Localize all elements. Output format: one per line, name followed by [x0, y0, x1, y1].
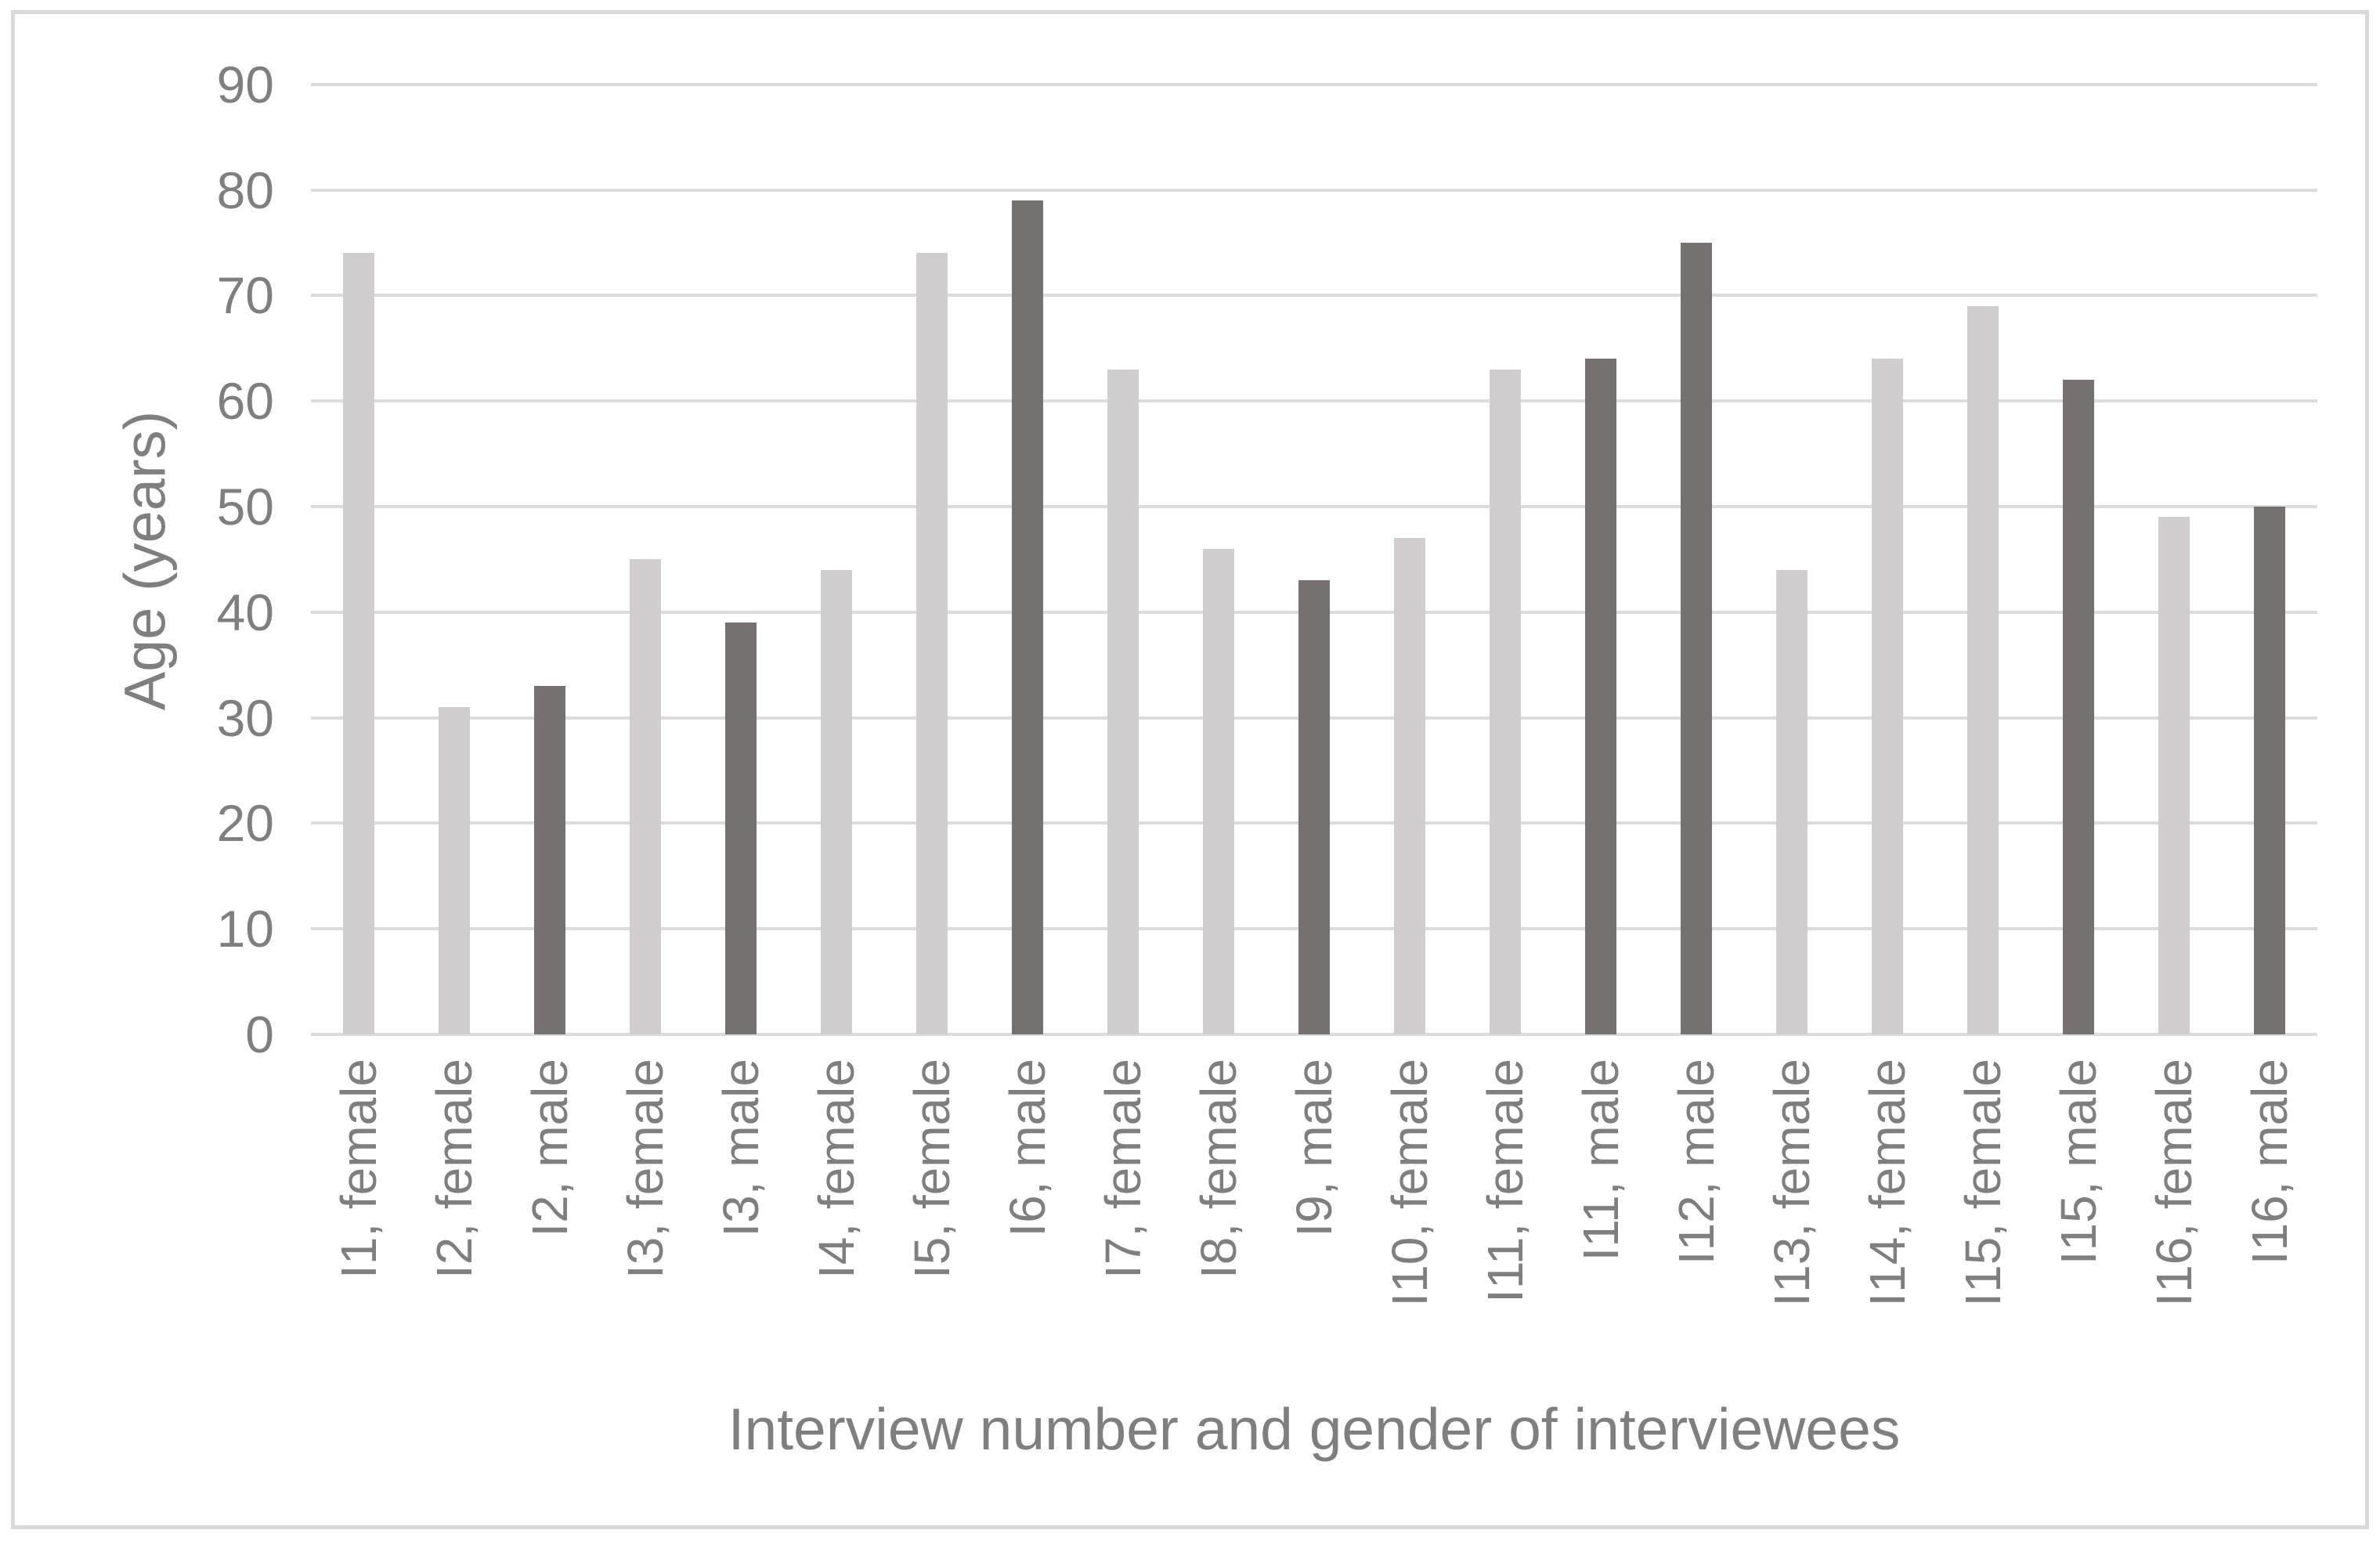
y-tick-label: 60 — [216, 372, 274, 431]
y-tick-label: 90 — [216, 55, 274, 114]
x-tick-label: I7, female — [1095, 1059, 1151, 1279]
bar-i16-male — [2254, 507, 2285, 1034]
gridline — [311, 505, 2317, 508]
bar-i14-female — [1872, 359, 1903, 1034]
gridline — [311, 294, 2317, 298]
bar-i10-female — [1394, 538, 1425, 1034]
bar-i11-male — [1585, 359, 1616, 1034]
x-tick-label: I1, female — [330, 1059, 387, 1279]
x-axis-title: Interview number and gender of interview… — [728, 1396, 1901, 1462]
bar-i6-male — [1012, 200, 1043, 1034]
x-tick-cell: I4, female — [789, 1059, 884, 1388]
x-tick-cell: I10, female — [1362, 1059, 1457, 1388]
bar-i5-female — [916, 253, 948, 1034]
x-tick-label: I4, female — [808, 1059, 865, 1279]
gridline — [311, 188, 2317, 192]
y-tick-label: 0 — [245, 1005, 274, 1063]
x-tick-cell: I8, female — [1171, 1059, 1266, 1388]
bar-i3-female — [630, 559, 661, 1034]
x-tick-label: I11, female — [1477, 1059, 1533, 1303]
x-tick-cell: I12, male — [1649, 1059, 1744, 1388]
bar-i15-male — [2063, 380, 2094, 1034]
x-tick-cell: I11, female — [1457, 1059, 1553, 1388]
y-tick-label: 70 — [216, 266, 274, 325]
y-axis-title: Age (years) — [112, 410, 178, 711]
bar-i2-female — [439, 707, 470, 1034]
x-tick-cell: I16, male — [2222, 1059, 2317, 1388]
x-tick-label: I8, female — [1190, 1059, 1247, 1279]
bar-i16-female — [2158, 517, 2190, 1034]
x-tick-label: I9, male — [1286, 1059, 1342, 1237]
bar-i1-female — [343, 253, 374, 1034]
y-tick-label: 20 — [216, 794, 274, 853]
x-tick-label: I12, male — [1668, 1059, 1725, 1265]
x-axis-line — [311, 1033, 2317, 1036]
x-tick-label: I16, male — [2241, 1059, 2298, 1265]
x-tick-cell: I7, female — [1075, 1059, 1171, 1388]
x-tick-label: I14, female — [1859, 1059, 1916, 1307]
x-tick-cell: I14, female — [1840, 1059, 1935, 1388]
x-tick-cell: I15, male — [2031, 1059, 2126, 1388]
x-tick-cell: I5, female — [884, 1059, 980, 1388]
x-tick-cell: I15, female — [1935, 1059, 2031, 1388]
x-tick-label: I13, female — [1764, 1059, 1820, 1307]
x-tick-label: I15, female — [1955, 1059, 2011, 1307]
bar-i15-female — [1967, 305, 1999, 1034]
bar-i12-male — [1681, 243, 1712, 1034]
gridline — [311, 399, 2317, 403]
y-tick-label: 80 — [216, 161, 274, 219]
x-tick-label: I2, male — [522, 1059, 578, 1237]
x-tick-label: I11, male — [1573, 1059, 1629, 1261]
x-tick-cell: I1, female — [311, 1059, 406, 1388]
x-tick-label: I6, male — [999, 1059, 1056, 1237]
x-tick-cell: I2, male — [502, 1059, 598, 1388]
x-tick-label: I3, male — [713, 1059, 769, 1237]
y-tick-label: 50 — [216, 478, 274, 536]
x-tick-label: I5, female — [904, 1059, 960, 1279]
bar-i3-male — [725, 623, 757, 1034]
y-tick-label: 40 — [216, 583, 274, 641]
gridline — [311, 82, 2317, 86]
bar-i8-female — [1203, 548, 1234, 1034]
bar-i2-male — [534, 686, 565, 1034]
x-tick-cell: I13, female — [1744, 1059, 1840, 1388]
x-tick-label: I2, female — [426, 1059, 482, 1279]
bar-i13-female — [1776, 569, 1808, 1034]
x-tick-label: I3, female — [617, 1059, 674, 1279]
x-tick-label: I10, female — [1381, 1059, 1438, 1307]
x-tick-cell: I16, female — [2126, 1059, 2222, 1388]
y-tick-label: 10 — [216, 900, 274, 958]
x-tick-cell: I6, male — [980, 1059, 1075, 1388]
bar-i11-female — [1490, 369, 1521, 1034]
x-tick-cell: I2, female — [406, 1059, 502, 1388]
x-tick-label: I16, female — [2146, 1059, 2202, 1307]
x-tick-cell: I3, male — [693, 1059, 789, 1388]
x-tick-cell: I9, male — [1266, 1059, 1362, 1388]
bar-i7-female — [1107, 369, 1139, 1034]
bar-i9-male — [1298, 580, 1330, 1034]
x-tick-cell: I11, male — [1553, 1059, 1649, 1388]
x-tick-label: I15, male — [2050, 1059, 2107, 1265]
x-tick-cell: I3, female — [598, 1059, 693, 1388]
bar-i4-female — [821, 569, 852, 1034]
y-tick-label: 30 — [216, 688, 274, 747]
